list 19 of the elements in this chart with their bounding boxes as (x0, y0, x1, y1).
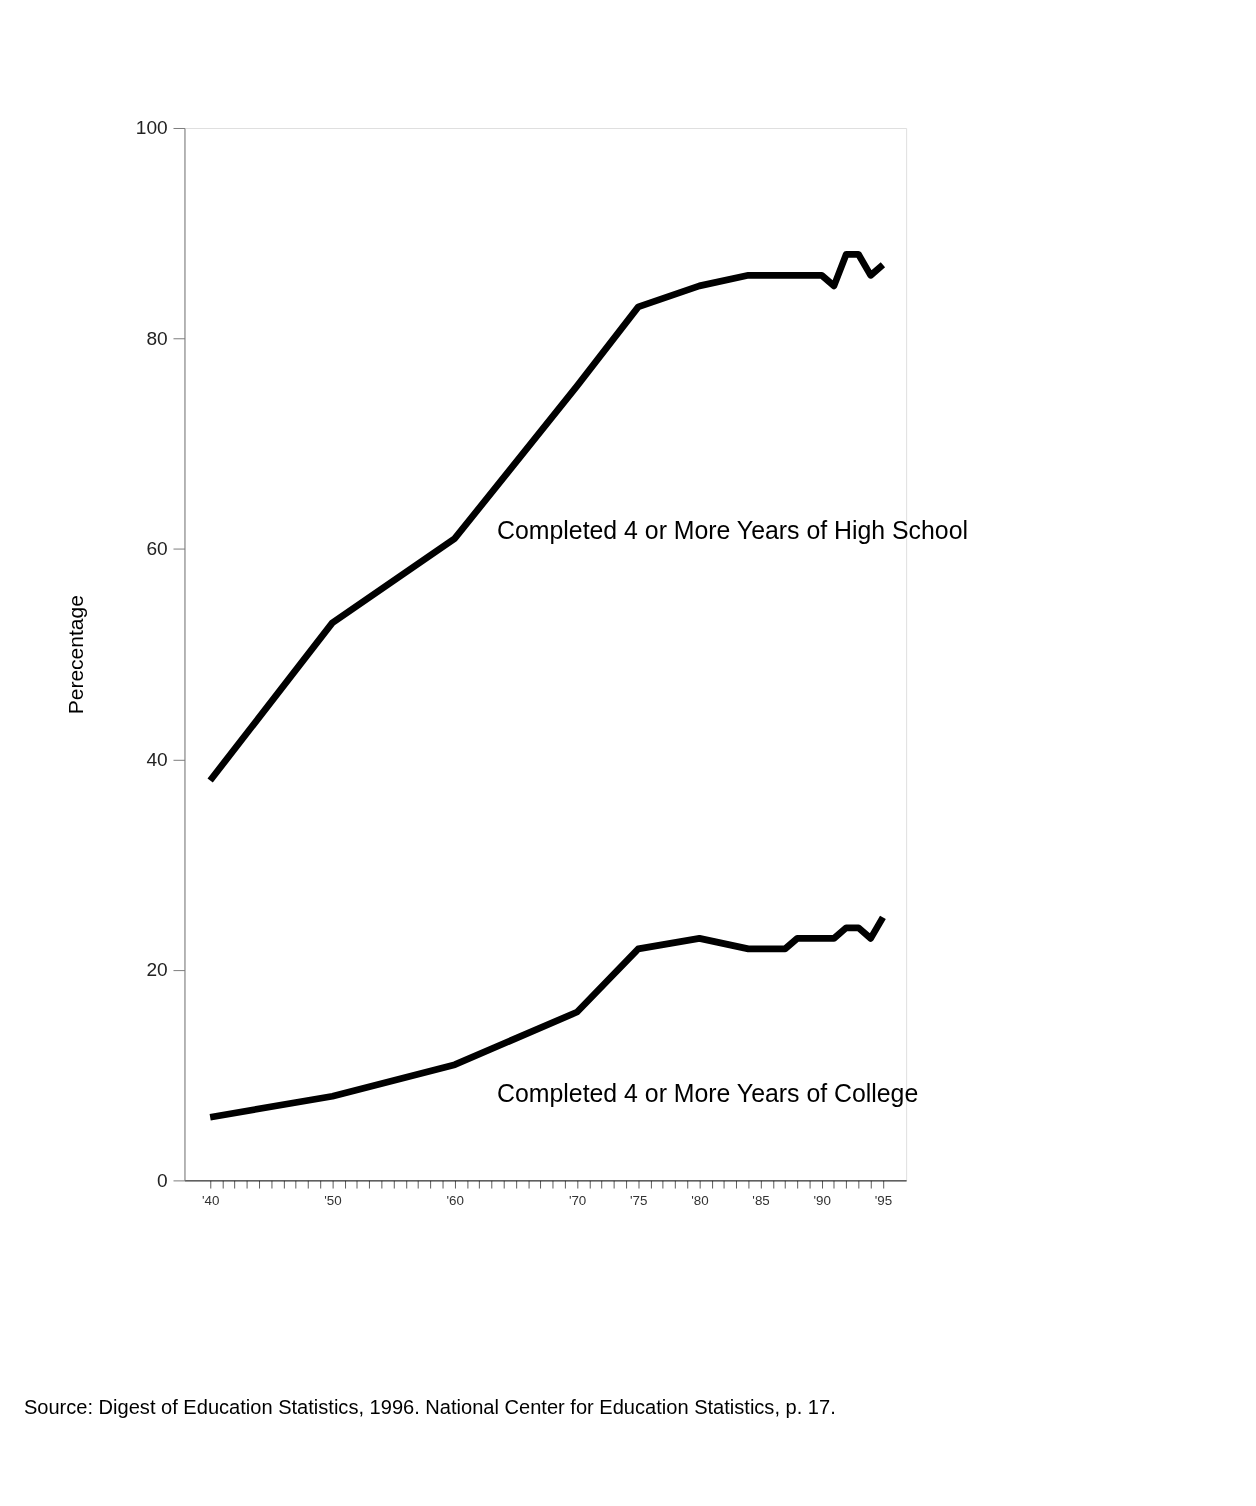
x-tick-label: '90 (813, 1192, 831, 1208)
x-tick-label: '85 (752, 1192, 770, 1208)
y-tick-label: 0 (157, 1169, 168, 1191)
y-tick-label: 40 (146, 748, 168, 770)
x-tick-label: '80 (691, 1192, 709, 1208)
x-tick-label: '70 (568, 1192, 587, 1208)
y-tick-label: 20 (146, 959, 168, 981)
y-tick-label: 80 (146, 327, 168, 349)
source-note: Source: Digest of Education Statistics, 1996. National Center for Education Statistics, p. 17. (23, 1395, 836, 1418)
annotation: Completed 4 or More Years of High School (497, 517, 968, 545)
x-tick-label: '95 (874, 1192, 893, 1208)
x-tick-label: '40 (201, 1192, 220, 1208)
x-tick-label: '75 (630, 1192, 648, 1208)
y-tick-label: 60 (146, 538, 168, 560)
x-tick-label: '50 (324, 1192, 342, 1208)
y-tick-label: 100 (135, 117, 168, 139)
y-axis-title: Perecentage (64, 595, 88, 715)
annotation: Completed 4 or More Years of College (497, 1080, 919, 1108)
x-tick-label: '60 (446, 1192, 464, 1208)
